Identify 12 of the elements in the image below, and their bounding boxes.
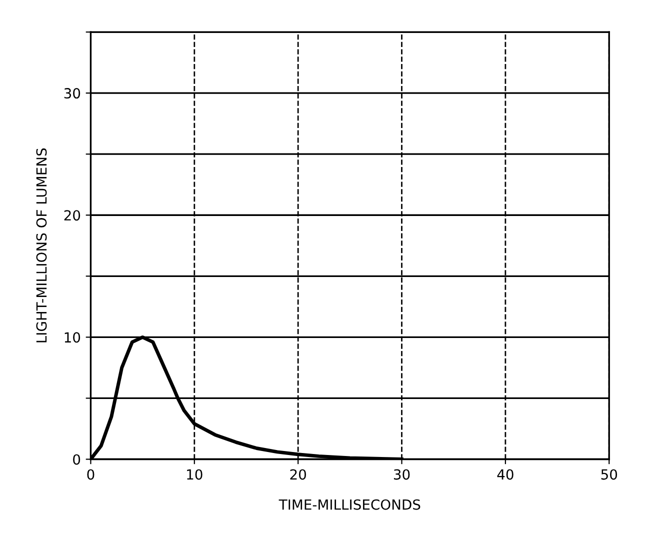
x-tick-label: 10 — [187, 469, 202, 480]
x-tick-label: 30 — [394, 469, 410, 480]
x-tick-label: 20 — [290, 469, 306, 480]
y-tick-label: 20 — [64, 210, 80, 221]
x-tick-label: 0 — [87, 469, 94, 480]
y-axis-title: LIGHT-MILLIONS OF LUMENS — [36, 148, 47, 342]
y-tick-label: 0 — [73, 454, 80, 465]
y-tick-label: 10 — [64, 332, 80, 343]
x-tick-label: 50 — [601, 469, 618, 480]
x-tick-label: 40 — [497, 469, 514, 480]
y-tick-label: 30 — [64, 88, 80, 99]
x-axis-title: TIME-MILLISECONDS — [278, 499, 420, 510]
